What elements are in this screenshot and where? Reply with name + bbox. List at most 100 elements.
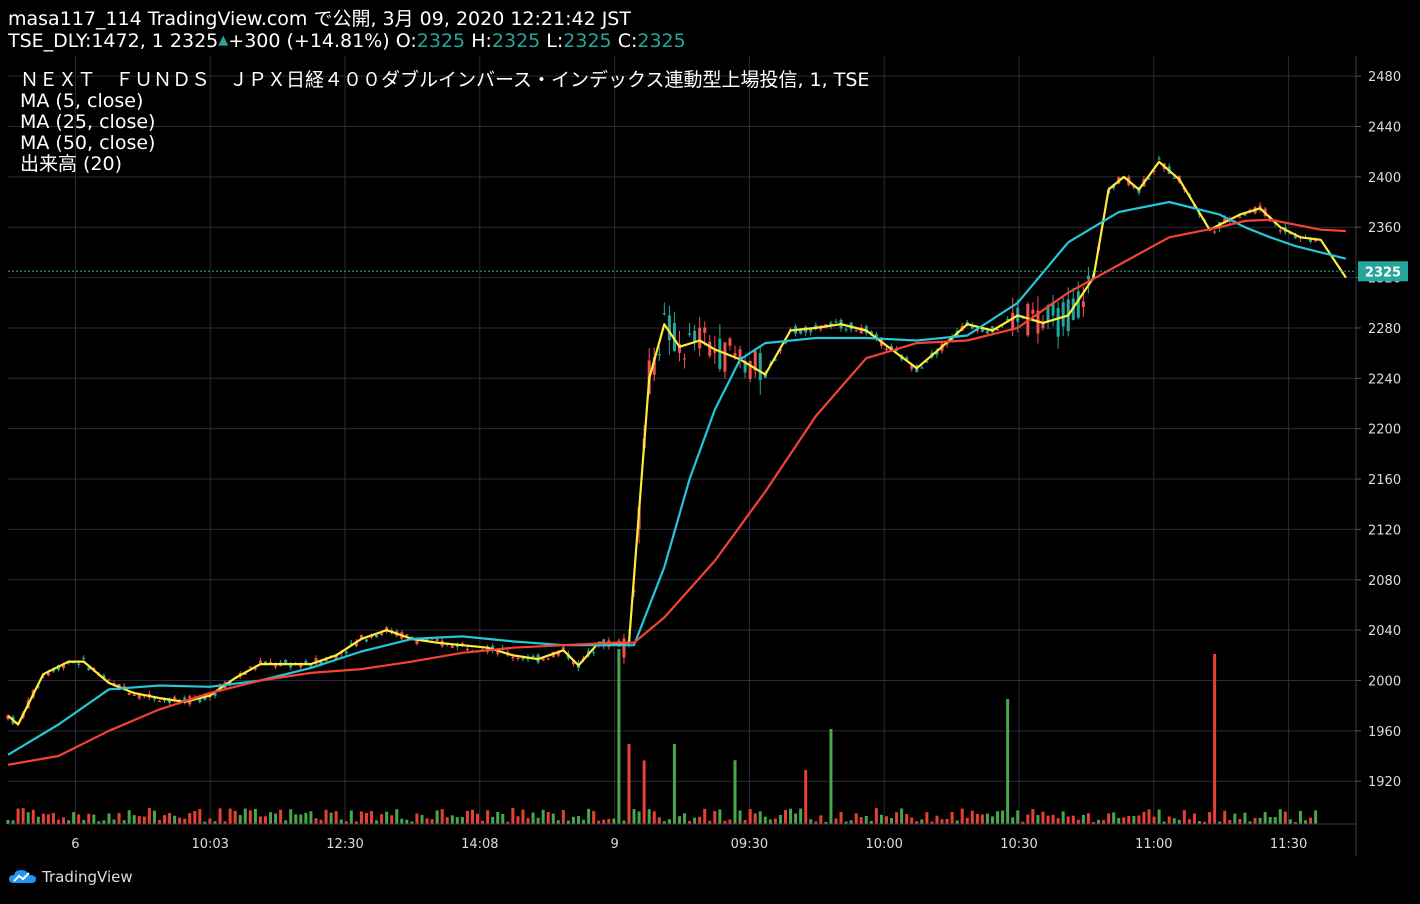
- volume-bar: [672, 744, 676, 824]
- candle-body: [985, 331, 989, 334]
- candle-body: [1031, 309, 1035, 314]
- candle-body: [667, 315, 671, 341]
- candle-body: [435, 639, 439, 642]
- candle-body: [698, 327, 702, 349]
- candle-body: [157, 700, 161, 703]
- volume-bar: [1051, 814, 1055, 824]
- ma50-legend[interactable]: MA (50, close): [20, 132, 155, 154]
- volume-bar: [21, 808, 25, 824]
- volume-bar: [16, 808, 20, 824]
- volume-bar: [127, 810, 131, 824]
- price-chart[interactable]: 1920 1960 2000 2040 2080 2120 2160 2200 2240 2280…: [0, 56, 1420, 866]
- volume-bar: [879, 814, 883, 824]
- volume-bar: [1122, 817, 1126, 824]
- candle-body: [173, 696, 177, 699]
- volume-bar: [602, 819, 606, 824]
- volume-bar: [208, 818, 212, 824]
- volume-bar: [304, 812, 308, 824]
- volume-bar: [92, 814, 96, 824]
- volume-bar: [1041, 811, 1045, 824]
- volume-bar: [1304, 820, 1308, 824]
- candle-body: [516, 657, 520, 659]
- candle-body: [677, 343, 681, 353]
- volume-bar: [945, 818, 949, 824]
- volume-bar: [218, 808, 222, 824]
- candle-body: [380, 633, 384, 636]
- y-tick-label: 2480: [1368, 70, 1401, 85]
- y-tick-label: 2080: [1368, 574, 1401, 589]
- volume-bar: [1107, 813, 1111, 824]
- volume-bar: [521, 809, 525, 824]
- price-axis[interactable]: 1920 1960 2000 2040 2080 2120 2160 2200 2240 2280…: [1356, 70, 1401, 790]
- volume-bar: [223, 821, 227, 824]
- volume-bar: [253, 808, 257, 824]
- volume-bar: [738, 810, 742, 824]
- volume-legend[interactable]: 出来高 (20): [20, 153, 122, 175]
- tradingview-logo[interactable]: TradingView: [8, 868, 133, 886]
- candle-body: [1213, 231, 1217, 233]
- candle-body: [274, 665, 278, 668]
- volume-bar: [440, 809, 444, 824]
- volume-bar: [263, 816, 267, 824]
- volume-bar: [970, 810, 974, 824]
- volume-bar: [632, 809, 636, 824]
- volume-bar: [556, 820, 560, 824]
- candle-body: [1223, 218, 1227, 224]
- high-value: 2325: [491, 30, 541, 52]
- volume-bar: [1152, 816, 1156, 824]
- volume-bar: [854, 813, 858, 824]
- last-price-badge: [1358, 261, 1408, 282]
- candle-body: [319, 660, 323, 665]
- volume-bar: [183, 818, 187, 824]
- volume-bar: [178, 817, 182, 824]
- volume-bar: [147, 808, 151, 824]
- volume-bar: [915, 821, 919, 824]
- ma25-legend[interactable]: MA (25, close): [20, 111, 155, 133]
- volume-bar: [930, 821, 934, 824]
- volume-bar: [819, 815, 823, 824]
- volume-bar: [980, 814, 984, 824]
- candle-body: [920, 367, 924, 369]
- time-axis[interactable]: 6 10:03 12:30 14:08 9 09:30 10:00 10:30 11:00 11:…: [71, 837, 1307, 852]
- volume-bar: [375, 820, 379, 824]
- volume-bar: [612, 818, 616, 824]
- volume-bar: [1102, 820, 1106, 824]
- volume-bar: [445, 817, 449, 824]
- candle-body: [87, 667, 91, 671]
- volume-bar: [768, 819, 772, 824]
- volume-bar: [1167, 816, 1171, 824]
- y-tick-label: 2280: [1368, 322, 1401, 337]
- candle-body: [1061, 302, 1065, 327]
- x-tick-label: 10:30: [1000, 837, 1037, 852]
- volume-bar: [137, 816, 141, 824]
- volume-bar: [718, 809, 722, 824]
- volume-bar: [1036, 815, 1040, 824]
- volume-bar: [1278, 809, 1282, 824]
- volume-bar: [950, 812, 954, 824]
- volume-bars: [6, 649, 1318, 824]
- volume-bar: [844, 821, 848, 824]
- candle-body: [541, 658, 545, 661]
- y-tick-label: 2200: [1368, 423, 1401, 438]
- candle-body: [975, 329, 979, 332]
- volume-bar: [874, 808, 878, 824]
- candle-body: [36, 686, 40, 688]
- volume-bar: [163, 815, 167, 824]
- volume-bar: [501, 813, 505, 824]
- candle-body: [632, 590, 636, 593]
- ma5-legend[interactable]: MA (5, close): [20, 90, 143, 112]
- candle-body: [1056, 308, 1060, 337]
- volume-bar: [758, 811, 762, 824]
- x-tick-label: 10:03: [191, 837, 228, 852]
- volume-bar: [1132, 815, 1136, 824]
- volume-bar: [622, 820, 626, 824]
- volume-bar: [36, 816, 40, 824]
- volume-bar: [309, 811, 313, 824]
- candle-body: [910, 365, 914, 369]
- candle-body: [531, 656, 535, 658]
- volume-bar: [723, 820, 727, 824]
- volume-bar: [72, 812, 76, 824]
- volume-bar: [385, 811, 389, 824]
- volume-bar: [1157, 809, 1161, 824]
- candle-body: [1238, 216, 1242, 218]
